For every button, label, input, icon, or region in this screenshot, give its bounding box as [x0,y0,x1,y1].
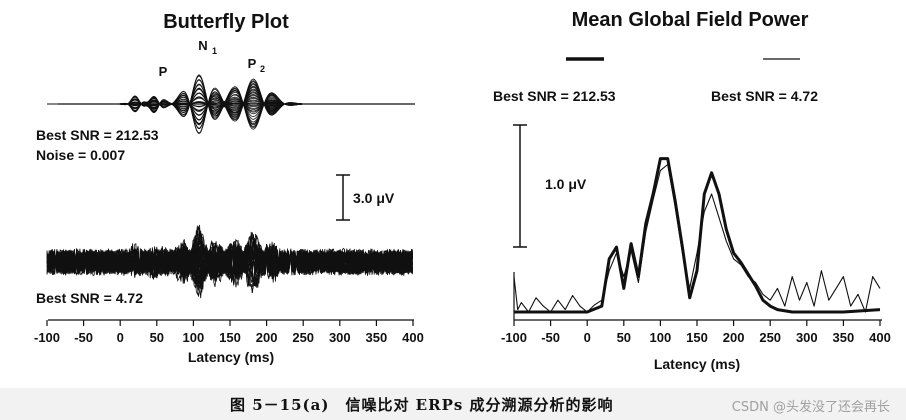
butterfly-trace-high-snr [47,83,413,128]
peak-label-n1: N [198,38,207,53]
gfp-tick-label: 350 [833,330,855,345]
peak-label-p2: P [248,56,257,71]
butterfly-tick-label: 200 [256,330,278,345]
butterfly-tick-label: 250 [292,330,314,345]
butterfly-tick-label: 300 [329,330,351,345]
butterfly-tick-label: 150 [219,330,241,345]
gfp-tick-label: 400 [869,330,891,345]
butterfly-trace-high-snr [47,90,413,125]
figure-caption: 图 5－15(a) 信噪比对 ERPs 成分溯源分析的影响 [230,396,614,414]
butterfly-tick-label: -100 [34,330,60,345]
butterfly-bottom-traces [46,224,413,299]
butterfly-trace-low-snr [46,241,413,287]
caption-bar [0,388,906,420]
bottom-snr-annotation: Best SNR = 4.72 [36,290,143,306]
butterfly-tick-label: 400 [402,330,424,345]
butterfly-tick-label: -50 [74,330,93,345]
legend-label-low-snr: Best SNR = 4.72 [711,88,818,104]
butterfly-tick-label: 0 [117,330,124,345]
gfp-tick-label: -100 [501,330,527,345]
peak-label-p: P [159,64,168,79]
gfp-lines [513,157,881,314]
gfp-x-label: Latency (ms) [654,356,740,372]
top-snr-annotation: Best SNR = 212.53 [36,127,159,143]
gfp-x-ticks: -100 -50 0 50 100 150 200 250 300 350 400 [501,320,891,345]
noise-annotation: Noise = 0.007 [36,147,125,163]
butterfly-trace-high-snr [47,78,413,134]
butterfly-plot: Butterfly Plot P N 1 P 2 Best SNR = 212.… [34,11,424,365]
butterfly-top-traces [47,74,413,134]
gfp-line-low-snr [513,163,881,313]
gfp-tick-label: 300 [796,330,818,345]
butterfly-x-label: Latency (ms) [188,349,274,365]
gfp-line-high-snr [514,157,881,314]
gfp-title: Mean Global Field Power [572,9,809,31]
gfp-tick-label: 250 [759,330,781,345]
gfp-tick-label: -50 [541,330,560,345]
gfp-plot: Mean Global Field Power Best SNR = 212.5… [493,9,891,372]
butterfly-trace-low-snr [46,238,413,294]
legend-label-high-snr: Best SNR = 212.53 [493,88,616,104]
gfp-tick-label: 200 [723,330,745,345]
watermark: CSDN @头发没了还会再长 [731,400,890,415]
butterfly-tick-label: 50 [150,330,164,345]
butterfly-scale-bar: 3.0 μV [336,174,395,221]
butterfly-scale-label: 3.0 μV [353,190,395,206]
gfp-tick-label: 150 [686,330,708,345]
butterfly-x-ticks: -100 -50 0 50 100 150 200 250 300 350 400 [34,320,424,345]
gfp-tick-label: 0 [584,330,591,345]
gfp-tick-label: 50 [617,330,631,345]
gfp-scale-bar: 1.0 μV [513,124,587,248]
butterfly-tick-label: 100 [183,330,205,345]
peak-label-n1-sub: 1 [212,46,217,56]
gfp-tick-label: 100 [650,330,672,345]
butterfly-tick-label: 350 [366,330,388,345]
peak-label-p2-sub: 2 [260,64,265,74]
butterfly-title: Butterfly Plot [163,11,289,33]
gfp-scale-label: 1.0 μV [545,176,587,192]
